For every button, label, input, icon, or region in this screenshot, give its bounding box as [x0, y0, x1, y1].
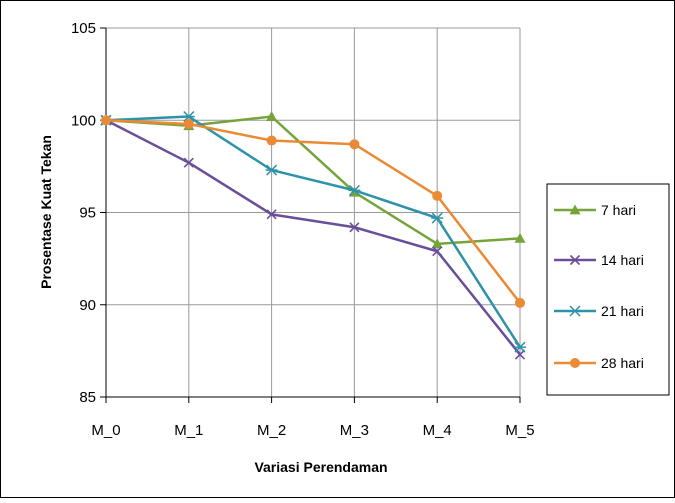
data-point: [266, 135, 277, 146]
legend-marker: [569, 204, 581, 215]
legend-label: 14 hari: [601, 252, 644, 268]
data-point: [514, 349, 526, 360]
x-tick-label: M_0: [91, 422, 120, 439]
legend-item: 14 hari: [554, 252, 644, 268]
data-point: [183, 157, 194, 168]
marker-stroke: [432, 246, 443, 257]
legend-marker: [570, 358, 580, 368]
series-line: [105, 119, 521, 356]
data-point: [266, 111, 278, 121]
data-point: [515, 297, 525, 308]
series-line: [105, 115, 521, 246]
series-line: [105, 119, 521, 304]
x-tick-label: M_5: [505, 422, 534, 439]
data-point: [183, 118, 194, 129]
data-point: [349, 222, 360, 233]
data-point: [348, 184, 361, 196]
marker-stroke: [183, 157, 194, 168]
grid-lines: [100, 27, 521, 403]
data-point: [349, 139, 360, 150]
data-point: [182, 111, 195, 123]
y-tick-label: 100: [71, 112, 96, 129]
x-tick-label: M_3: [340, 422, 369, 439]
data-point: [101, 115, 111, 126]
marker-stroke: [514, 349, 526, 360]
legend-item: 28 hari: [554, 355, 644, 371]
legend-marker: [569, 254, 581, 266]
data-point: [432, 190, 443, 201]
x-tick-label: M_4: [423, 422, 452, 439]
series-line: [105, 115, 522, 348]
marker-stroke: [266, 209, 277, 220]
legend-box: [546, 183, 670, 396]
series-28-hari: [101, 115, 525, 308]
y-axis-title: Prosentase Kuat Tekan: [38, 135, 54, 289]
y-tick-label: 85: [79, 389, 96, 406]
axes: [105, 28, 520, 398]
y-tick-label: 95: [79, 205, 96, 222]
legend-label: 21 hari: [601, 303, 644, 319]
data-point: [431, 238, 443, 249]
marker-stroke: [349, 222, 360, 233]
legend-label: 7 hari: [601, 202, 636, 218]
legend-item: 21 hari: [554, 303, 644, 319]
series-14-hari: [100, 115, 526, 360]
legend: 7 hari 14 hari 21 hari 28 hari: [546, 183, 670, 396]
x-tick-label: M_1: [174, 422, 203, 439]
marker-stroke: [569, 254, 581, 266]
data-point: [514, 341, 526, 353]
data-point: [432, 246, 443, 257]
x-tick-label: M_2: [257, 422, 286, 439]
series-group: [100, 111, 526, 360]
data-point: [265, 164, 278, 176]
legend-marker: [569, 305, 581, 317]
data-point: [514, 232, 526, 243]
y-tick-label: 90: [79, 297, 96, 314]
legend-item: 7 hari: [554, 202, 636, 218]
data-point: [266, 209, 277, 220]
data-point: [431, 212, 444, 224]
legend-label: 28 hari: [601, 355, 644, 371]
x-axis-title: Variasi Perendaman: [254, 459, 387, 475]
tick-labels: 85 90 95 100 105 M_0 M_1 M_2 M_3 M_4 M_5: [71, 20, 535, 439]
y-tick-label: 105: [71, 20, 96, 37]
